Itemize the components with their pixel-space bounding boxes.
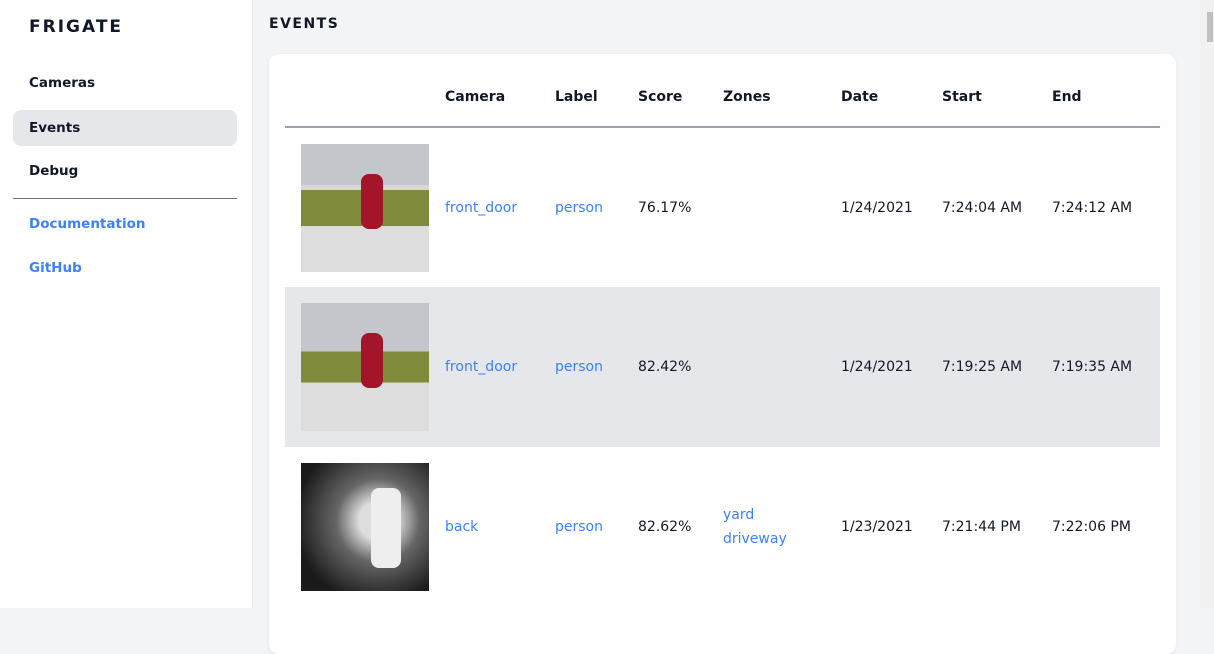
col-score: Score <box>638 54 723 128</box>
col-end: End <box>1052 54 1160 128</box>
camera-link[interactable]: front_door <box>445 359 518 375</box>
date: 1/24/2021 <box>841 287 942 447</box>
table-header: Camera Label Score Zones Date Start End <box>285 54 1160 128</box>
event-thumbnail[interactable] <box>301 143 429 272</box>
event-thumbnail[interactable] <box>301 303 429 431</box>
label-link[interactable]: person <box>555 519 603 535</box>
col-label: Label <box>555 54 638 128</box>
score: 76.17% <box>638 199 692 216</box>
table-row[interactable]: front_door person 76.17% 1/24/2021 7:24:… <box>285 127 1160 287</box>
sidebar-item-cameras[interactable]: Cameras <box>29 75 96 91</box>
col-zones: Zones <box>723 54 841 128</box>
date: 1/24/2021 <box>841 199 913 216</box>
col-start: Start <box>942 54 1052 128</box>
scrollbar[interactable] <box>1200 0 1214 608</box>
sidebar-divider <box>13 198 237 199</box>
table-row[interactable]: front_door person 82.42% 1/24/2021 7:19:… <box>285 287 1160 447</box>
camera-link[interactable]: front_door <box>445 199 518 216</box>
zone-link[interactable]: driveway <box>723 531 787 547</box>
sidebar: FRIGATE Cameras Events Debug Documentati… <box>0 0 253 608</box>
end-time: 7:19:35 AM <box>1052 287 1160 447</box>
sidebar-item-debug[interactable]: Debug <box>29 163 79 179</box>
end-time: 7:24:12 AM <box>1052 199 1133 216</box>
score: 82.42% <box>638 287 723 447</box>
documentation-link[interactable]: Documentation <box>29 216 146 232</box>
event-thumbnail[interactable] <box>301 463 429 591</box>
start-time: 7:21:44 PM <box>942 519 1021 535</box>
table-row[interactable]: back person 82.62% yard driveway 1/23/20… <box>285 447 1160 607</box>
date: 1/23/2021 <box>841 519 913 535</box>
start-time: 7:19:25 AM <box>942 287 1052 447</box>
camera-link[interactable]: back <box>445 519 479 535</box>
label-link[interactable]: person <box>555 199 603 216</box>
score: 82.62% <box>638 519 692 535</box>
start-time: 7:24:04 AM <box>942 199 1023 216</box>
zones <box>723 287 841 447</box>
app-logo: FRIGATE <box>29 17 124 37</box>
zones <box>723 127 841 287</box>
zones: yard driveway <box>723 447 841 607</box>
col-thumbnail <box>285 54 445 128</box>
page-title: EVENTS <box>269 16 340 32</box>
events-table: Camera Label Score Zones Date Start End … <box>285 54 1160 607</box>
col-camera: Camera <box>445 54 555 128</box>
zone-link[interactable]: yard <box>723 507 755 523</box>
label-link[interactable]: person <box>555 359 603 375</box>
github-link[interactable]: GitHub <box>29 260 82 276</box>
scrollbar-thumb[interactable] <box>1207 12 1213 42</box>
events-card: Camera Label Score Zones Date Start End … <box>269 54 1176 654</box>
col-date: Date <box>841 54 942 128</box>
end-time: 7:22:06 PM <box>1052 519 1131 535</box>
sidebar-item-events[interactable]: Events <box>13 110 237 146</box>
